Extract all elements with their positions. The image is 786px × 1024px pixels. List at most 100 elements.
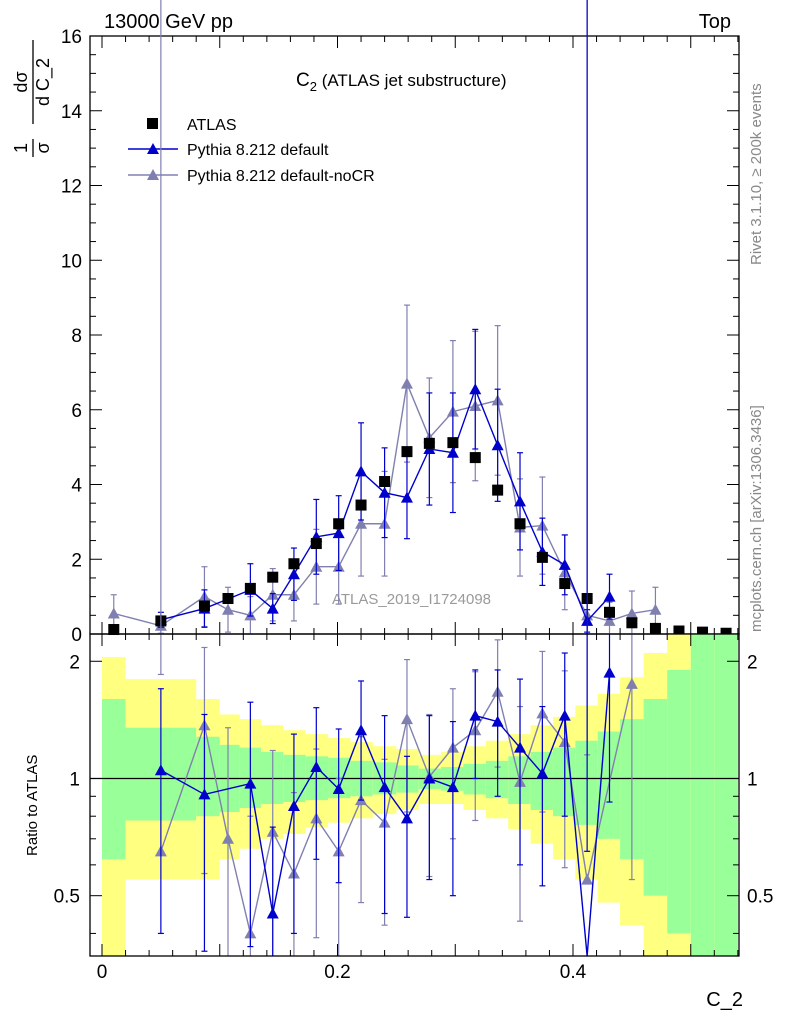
main-default-point (558, 558, 571, 570)
ratio-default-point (244, 777, 257, 789)
ratio-y-tick-label-right: 2 (747, 652, 758, 673)
ratio-band-inner (667, 669, 691, 934)
ratio-nocr-point (581, 873, 594, 885)
ratio-default-point (332, 782, 345, 794)
ratio-nocr-point (625, 677, 638, 689)
main-y-tick-label: 12 (61, 177, 82, 198)
side-text-rivet: Rivet 3.1.10, ≥ 200k events (748, 83, 765, 265)
ratio-frame (89, 633, 740, 957)
ratio-x-tick-label: 0.2 (324, 962, 350, 983)
main-nocr-point (400, 377, 413, 389)
ratio-default-point (469, 709, 482, 721)
chart-title-main: C (296, 70, 310, 91)
main-atlas-point (288, 558, 300, 570)
ratio-band-inner (643, 699, 668, 896)
main-panel: 0 2 4 6 8 10 12 14 16 (61, 27, 740, 646)
ratio-y-tick-label: 2 (69, 652, 80, 673)
ratio-nocr-point (221, 832, 234, 844)
main-default-point (491, 439, 504, 451)
ratio-y-tick-label: 0.5 (54, 887, 80, 908)
main-default-point (332, 527, 345, 539)
main-atlas-point (649, 622, 661, 634)
main-atlas-point (379, 476, 391, 488)
ratio-default-point (446, 781, 459, 793)
main-atlas-point (536, 551, 548, 563)
legend-marker-nocr (147, 169, 159, 180)
legend-label-atlas: ATLAS (187, 117, 237, 134)
main-nocr-point (649, 603, 662, 615)
ratio-default-point (198, 788, 211, 800)
legend-label-nocr: Pythia 8.212 default-noCR (187, 168, 375, 185)
main-atlas-point (447, 437, 459, 449)
main-y-tick-label: 14 (61, 102, 83, 123)
main-atlas-point (333, 518, 345, 530)
main-default-point (378, 486, 391, 498)
ratio-default-point (491, 715, 504, 727)
ratio-y-tick-label: 1 (69, 769, 80, 790)
ratio-y-tick-label-right: 1 (747, 769, 758, 790)
ratio-band-inner (714, 634, 738, 956)
ratio-default-point (378, 781, 391, 793)
main-atlas-point (626, 617, 638, 629)
legend: ATLAS Pythia 8.212 default Pythia 8.212 … (128, 117, 375, 185)
analysis-watermark: ATLAS_2019_I1724098 (332, 591, 491, 608)
chart-title-rest: (ATLAS jet substructure) (317, 71, 507, 90)
ratio-default-point (514, 741, 527, 753)
ratio-default-point (266, 907, 279, 919)
main-y-tick-label: 10 (61, 251, 82, 272)
ratio-nocr-point (400, 713, 413, 725)
main-y-tick-label: 2 (71, 550, 82, 571)
main-nocr-point (625, 607, 638, 619)
ratio-default-point (603, 666, 616, 678)
main-default-point (603, 590, 616, 602)
ratio-band-inner (102, 699, 126, 860)
main-atlas-point (244, 582, 256, 594)
ratio-y-axis-label: Ratio to ATLAS (24, 755, 41, 856)
main-atlas-point (492, 484, 504, 496)
main-default-point (514, 495, 527, 507)
main-default-point (287, 568, 300, 580)
ratio-default-point (287, 799, 300, 811)
side-text-mcplots: mcplots.cern.ch [arXiv:1306.3436] (748, 405, 765, 632)
ratio-default-point (423, 772, 436, 784)
chart-title-sub: 2 (310, 79, 317, 94)
main-atlas-point (720, 627, 732, 639)
main-y-axis-label: 1 σ dσ d C_2 (11, 40, 54, 157)
main-y-tick-label: 4 (71, 476, 82, 497)
main-atlas-point (469, 452, 481, 464)
legend-marker-default (147, 143, 159, 154)
main-atlas-point (222, 592, 234, 604)
chart-title: C2 (ATLAS jet substructure) (296, 70, 507, 94)
main-atlas-point (559, 578, 571, 590)
main-default-point (469, 383, 482, 395)
ratio-default-point (310, 761, 323, 773)
main-default-point (266, 602, 279, 614)
ratio-nocr-line (160, 683, 633, 934)
main-default-point (446, 446, 459, 458)
legend-marker-atlas (147, 118, 158, 129)
ratio-panel: 0.5 0.51 12 20 0.2 0.4 (54, 0, 773, 983)
ylabel-frac2-num: dσ (11, 71, 31, 92)
ratio-y-tick-label-right: 0.5 (747, 887, 773, 908)
ylabel-frac1-den: σ (33, 142, 53, 153)
main-atlas-point (267, 571, 279, 583)
main-atlas-point (310, 538, 322, 550)
main-atlas-point (673, 625, 685, 637)
header-energy-label: 13000 GeV pp (104, 11, 233, 33)
ratio-x-tick-label: 0.4 (560, 962, 587, 983)
main-atlas-point (697, 626, 709, 638)
main-nocr-point (603, 614, 616, 626)
ratio-default-point (558, 709, 571, 721)
main-y-tick-label: 16 (61, 27, 82, 48)
legend-label-default: Pythia 8.212 default (187, 142, 329, 159)
main-atlas-point (604, 606, 616, 618)
main-atlas-point (108, 624, 120, 636)
ratio-band-inner (690, 634, 715, 956)
x-axis-label: C_2 (706, 989, 743, 1011)
main-atlas-point (423, 437, 435, 449)
main-nocr-point (355, 517, 368, 529)
main-y-tick-label: 6 (71, 401, 82, 422)
main-atlas-point (514, 518, 526, 530)
ratio-band-inner (196, 736, 220, 817)
ylabel-frac1-num: 1 (11, 143, 31, 153)
